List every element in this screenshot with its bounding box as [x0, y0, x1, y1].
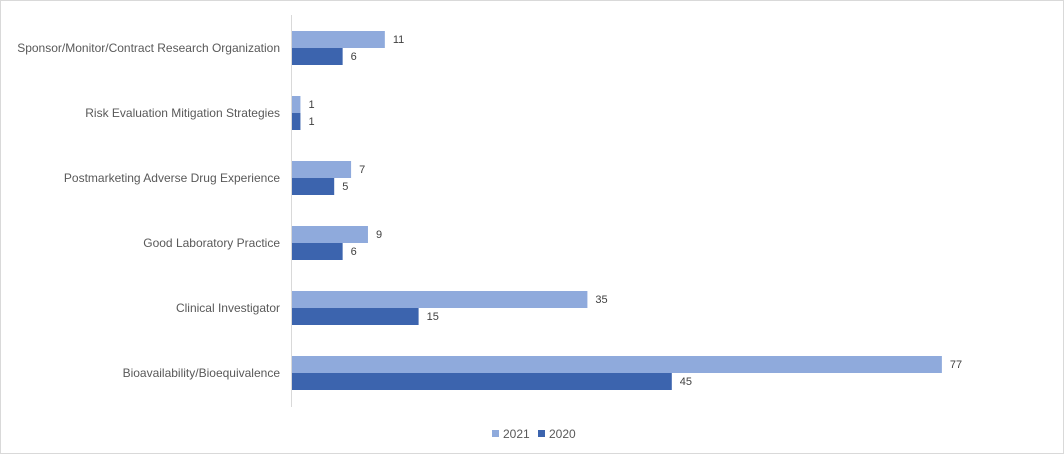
- bar-2020: [292, 308, 419, 325]
- category-label: Good Laboratory Practice: [143, 236, 280, 250]
- bar-2021: [292, 226, 368, 243]
- legend-label: 2021: [503, 427, 530, 441]
- data-label: 45: [680, 376, 692, 388]
- category-label: Sponsor/Monitor/Contract Research Organi…: [17, 41, 280, 55]
- data-label: 7: [359, 164, 365, 176]
- legend-swatch-2021: [492, 430, 499, 437]
- data-label: 1: [308, 116, 314, 128]
- data-label: 6: [351, 246, 357, 258]
- bar-2021: [292, 291, 588, 308]
- data-label: 15: [427, 311, 439, 323]
- legend-label: 2020: [549, 427, 576, 441]
- bar-2020: [292, 373, 672, 390]
- category-label: Postmarketing Adverse Drug Experience: [64, 171, 280, 185]
- bar-2020: [292, 243, 343, 260]
- labels-layer: Sponsor/Monitor/Contract Research Organi…: [17, 34, 962, 388]
- bar-2020: [292, 48, 343, 65]
- legend-swatch-2020: [538, 430, 545, 437]
- legend: 2021 2020: [492, 427, 576, 441]
- category-label: Clinical Investigator: [176, 301, 280, 315]
- bar-2021: [292, 356, 942, 373]
- data-label: 5: [342, 181, 348, 193]
- category-label: Risk Evaluation Mitigation Strategies: [85, 106, 280, 120]
- category-label: Bioavailability/Bioequivalence: [123, 366, 281, 380]
- bar-2021: [292, 161, 352, 178]
- data-label: 35: [595, 294, 607, 306]
- bar-2020: [292, 178, 335, 195]
- bar-2021: [292, 31, 385, 48]
- data-label: 6: [351, 51, 357, 63]
- bars-layer: [292, 31, 942, 390]
- bar-2021: [292, 96, 301, 113]
- data-label: 77: [950, 359, 962, 371]
- data-label: 9: [376, 229, 382, 241]
- bar-2020: [292, 113, 301, 130]
- data-label: 11: [393, 34, 404, 46]
- data-label: 1: [308, 99, 314, 111]
